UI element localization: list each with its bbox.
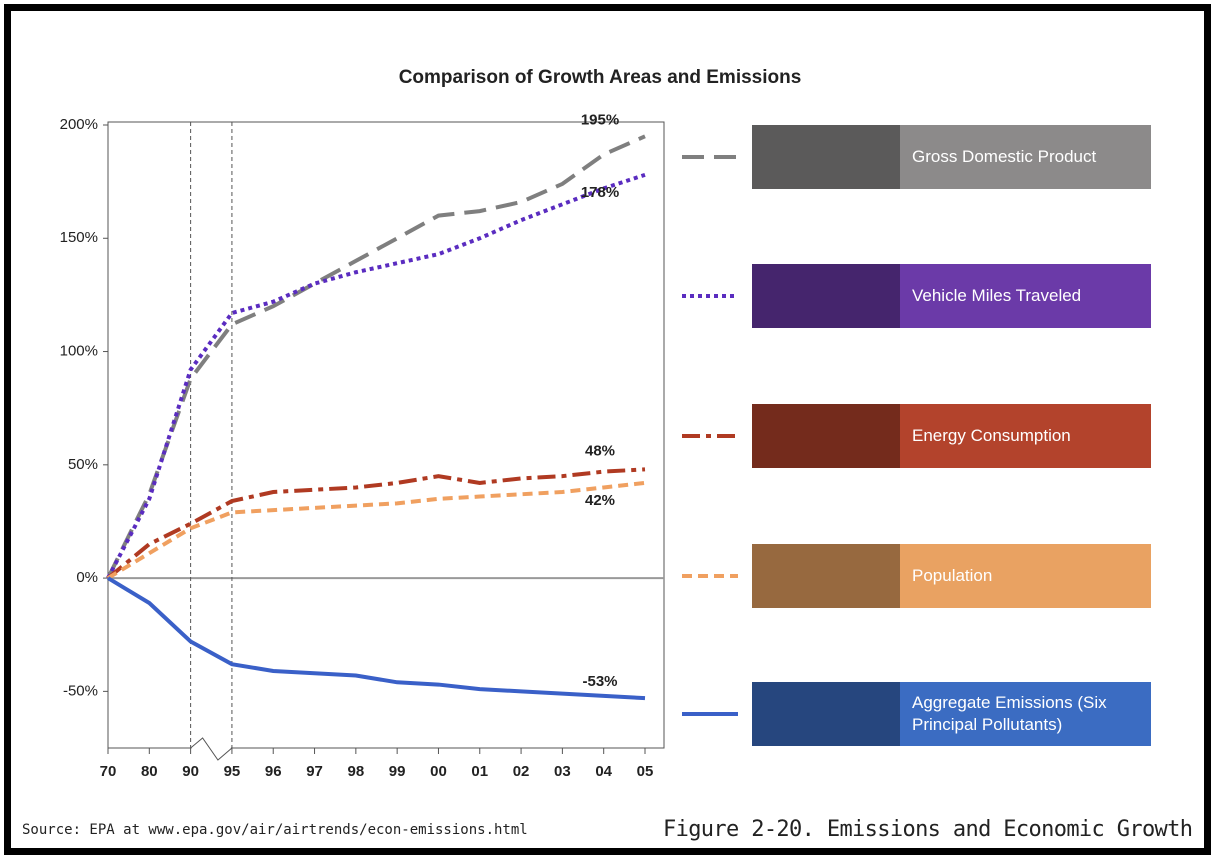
y-tick-label: 50% [68,456,98,473]
break-gap [191,746,231,751]
x-tick-label: 04 [595,763,612,780]
x-tick-label: 80 [141,763,158,780]
x-tick-label: 03 [554,763,571,780]
legend-image [752,404,900,468]
legend-item: Vehicle Miles Traveled [752,264,1151,328]
legend-image [752,544,900,608]
x-tick-label: 02 [513,763,530,780]
x-tick-label: 98 [348,763,365,780]
series-line [106,172,646,580]
legend-label: Energy Consumption [912,426,1071,445]
source: Source: EPA at www.epa.gov/air/airtrends… [22,822,528,838]
x-tick-label: 00 [430,763,447,780]
y-tick-label: 100% [60,343,98,360]
x-tick-label: 95 [224,763,241,780]
x-tick-label: 99 [389,763,406,780]
legend-item: Aggregate Emissions (Six Principal Pollu… [752,682,1151,746]
y-tick-label: -50% [63,682,98,699]
legend-label: Vehicle Miles Traveled [912,286,1082,305]
legend-label: Aggregate Emissions (Six Principal Pollu… [912,693,1107,734]
series-line [106,480,646,580]
y-tick-label: 0% [76,569,98,586]
legend-label: Gross Domestic Product [912,147,1097,166]
series-line [106,134,646,579]
legend-image [752,125,900,189]
caption: Figure 2-20. Emissions and Economic Grow… [663,817,1193,842]
x-tick-label: 01 [471,763,488,780]
plot-area [107,121,665,749]
legend-image [752,264,900,328]
y-tick-label: 200% [60,116,98,133]
series-line [106,467,646,580]
x-tick-label: 90 [182,763,199,780]
chart-title: Comparison of Growth Areas and Emissions [399,67,802,88]
x-tick-label: 97 [306,763,323,780]
value-label: -53% [582,673,617,690]
x-tick-label: 70 [100,763,117,780]
x-tick-label: 96 [265,763,282,780]
axis-break [190,737,233,761]
legend-label: Population [912,566,993,585]
legend-image [752,682,900,746]
y-tick-label: 150% [60,229,98,246]
legend-item: Energy Consumption [752,404,1151,468]
value-label: 178% [581,184,619,201]
value-label: 195% [581,111,619,128]
legend-item: Gross Domestic Product [752,125,1151,189]
value-label: 42% [585,492,615,509]
series-line [106,576,646,701]
legend-item: Population [752,544,1151,608]
value-label: 48% [585,442,615,459]
x-tick-label: 05 [637,763,654,780]
